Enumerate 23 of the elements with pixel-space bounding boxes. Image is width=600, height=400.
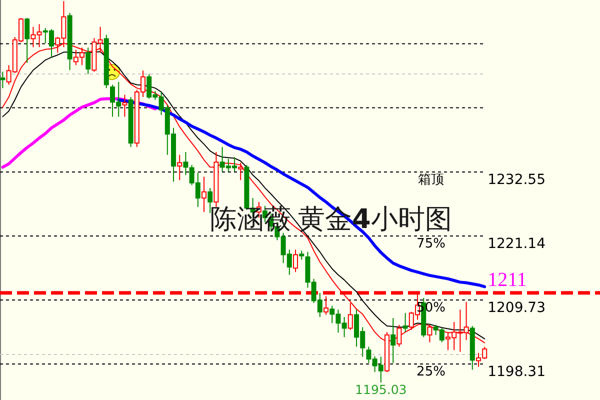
candlestick: [348, 302, 353, 330]
candlestick: [24, 17, 30, 64]
annotation: 箱顶: [418, 172, 444, 188]
candlestick: [177, 154, 182, 181]
candlestick: [202, 176, 206, 213]
candlestick: [390, 318, 396, 364]
ref-line-label: 1198.31: [488, 364, 546, 380]
candlestick: [214, 152, 219, 208]
candlestick: [402, 312, 408, 333]
candlestick: [122, 94, 128, 118]
annotation: 1195.03: [355, 382, 407, 397]
candlestick: [470, 325, 475, 370]
annotation: 75%: [416, 236, 446, 252]
candlestick: [0, 71, 6, 89]
ref-line-label: 1232.55: [488, 172, 546, 188]
ref-line-label: 1211: [488, 268, 527, 291]
ref-line-label: 1209.73: [488, 300, 546, 316]
candlestick: [238, 162, 244, 181]
ref-line-label: 1221.14: [488, 236, 546, 252]
annotation: 25%: [416, 364, 446, 380]
candlestick: [86, 47, 91, 75]
candlestick: [208, 187, 213, 214]
candlestick: [67, 12, 72, 71]
